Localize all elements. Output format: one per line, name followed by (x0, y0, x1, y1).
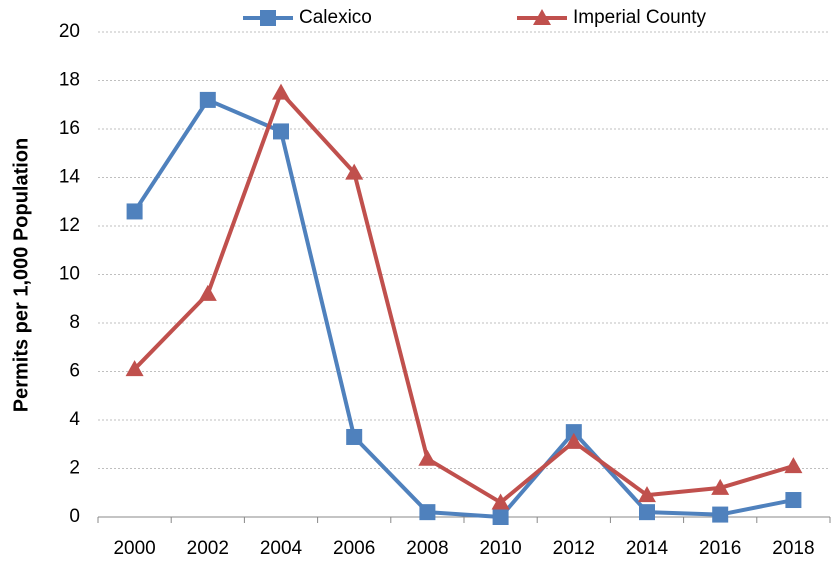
data-point (419, 504, 436, 521)
x-tick-label: 2016 (699, 538, 741, 559)
y-tick-label: 0 (69, 506, 80, 527)
data-point (638, 486, 656, 503)
legend-marker (260, 10, 276, 26)
y-axis-label: Permits per 1,000 Population (10, 138, 32, 413)
data-point (418, 449, 437, 466)
x-tick-label: 2014 (626, 538, 669, 559)
data-point (491, 493, 510, 510)
data-point (346, 428, 363, 445)
x-tick-label: 2006 (333, 538, 375, 559)
y-tick-label: 10 (59, 264, 80, 285)
y-tick-label: 4 (69, 409, 80, 430)
data-point (711, 478, 730, 495)
series-line (133, 90, 794, 505)
x-tick-label: 2004 (260, 538, 303, 559)
data-point (492, 509, 509, 525)
legend-marker (533, 9, 551, 25)
series-line (132, 97, 794, 519)
data-point (639, 504, 655, 521)
data-point (125, 360, 144, 377)
data-point (784, 457, 803, 474)
y-tick-label: 14 (59, 167, 81, 188)
y-tick-label: 20 (59, 21, 80, 42)
data-point (273, 123, 289, 140)
data-point (564, 432, 583, 449)
legend-label: Calexico (299, 7, 372, 28)
x-tick-label: 2010 (479, 538, 521, 559)
data-point (199, 91, 216, 108)
y-tick-label: 6 (69, 361, 80, 382)
x-tick-label: 2018 (772, 538, 814, 559)
y-tick-label: 16 (59, 118, 80, 139)
legend-label: Imperial County (573, 7, 707, 28)
data-point (198, 284, 217, 301)
y-tick-label: 8 (69, 312, 80, 333)
data-point (126, 203, 143, 220)
x-tick-label: 2002 (187, 538, 229, 559)
x-tick-label: 2012 (553, 538, 595, 559)
x-tick-label: 2000 (113, 538, 155, 559)
y-tick-label: 12 (59, 215, 80, 236)
data-point (785, 492, 802, 509)
data-point (565, 424, 582, 441)
data-point (272, 83, 290, 100)
x-tick-label: 2008 (406, 538, 448, 559)
data-point (345, 163, 364, 180)
data-point (712, 506, 729, 523)
y-tick-label: 18 (59, 70, 80, 91)
y-tick-label: 2 (69, 458, 80, 479)
